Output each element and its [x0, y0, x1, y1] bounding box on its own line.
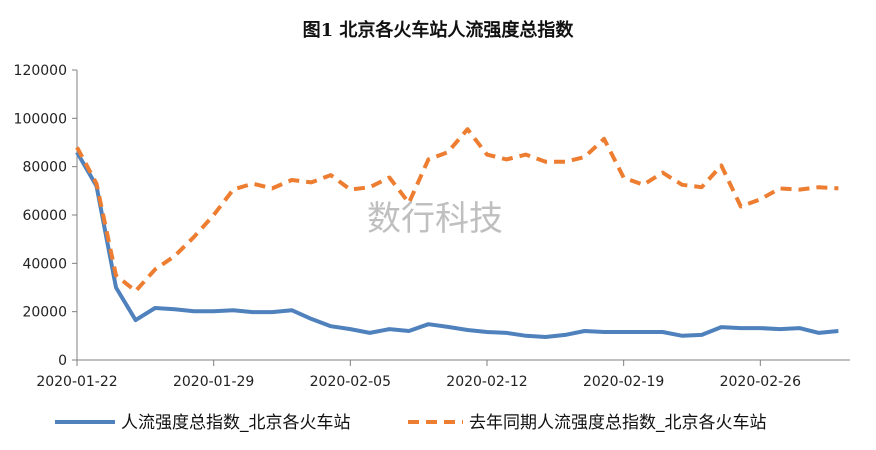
- x-tick-label: 2020-02-19: [583, 374, 664, 390]
- y-tick-label: 60000: [22, 208, 67, 224]
- series-2: [75, 127, 839, 294]
- watermark: 数行科技: [367, 199, 503, 239]
- x-tick-label: 2020-02-05: [310, 374, 391, 390]
- series-line-1: [75, 151, 839, 339]
- y-tick-label: 120000: [14, 63, 67, 79]
- legend-label-1: 人流强度总指数_北京各火车站: [121, 413, 351, 433]
- x-axis: 2020-01-22 2020-01-29 2020-02-05 2020-02-12…: [36, 359, 850, 390]
- x-tick-label: 2020-01-22: [36, 374, 117, 390]
- legend: 人流强度总指数_北京各火车站 去年同期人流强度总指数_北京各火车站: [55, 413, 767, 433]
- y-axis: 0 20000 40000 60000 80000 100000 120000: [14, 63, 78, 369]
- chart-title: 图1 北京各火车站人流强度总指数: [303, 19, 575, 41]
- plot-area: [75, 127, 839, 339]
- y-tick-label: 100000: [14, 111, 67, 127]
- series-1: [75, 151, 839, 339]
- y-tick-label: 80000: [22, 160, 67, 176]
- y-tick-label: 20000: [22, 305, 67, 321]
- legend-label-2: 去年同期人流强度总指数_北京各火车站: [469, 413, 767, 433]
- x-tick-label: 2020-02-12: [446, 374, 527, 390]
- x-tick-label: 2020-02-26: [720, 374, 801, 390]
- y-tick-label: 40000: [22, 256, 67, 272]
- x-tick-label: 2020-01-29: [173, 374, 254, 390]
- y-tick-label: 0: [58, 353, 67, 369]
- series-line-2: [75, 127, 839, 294]
